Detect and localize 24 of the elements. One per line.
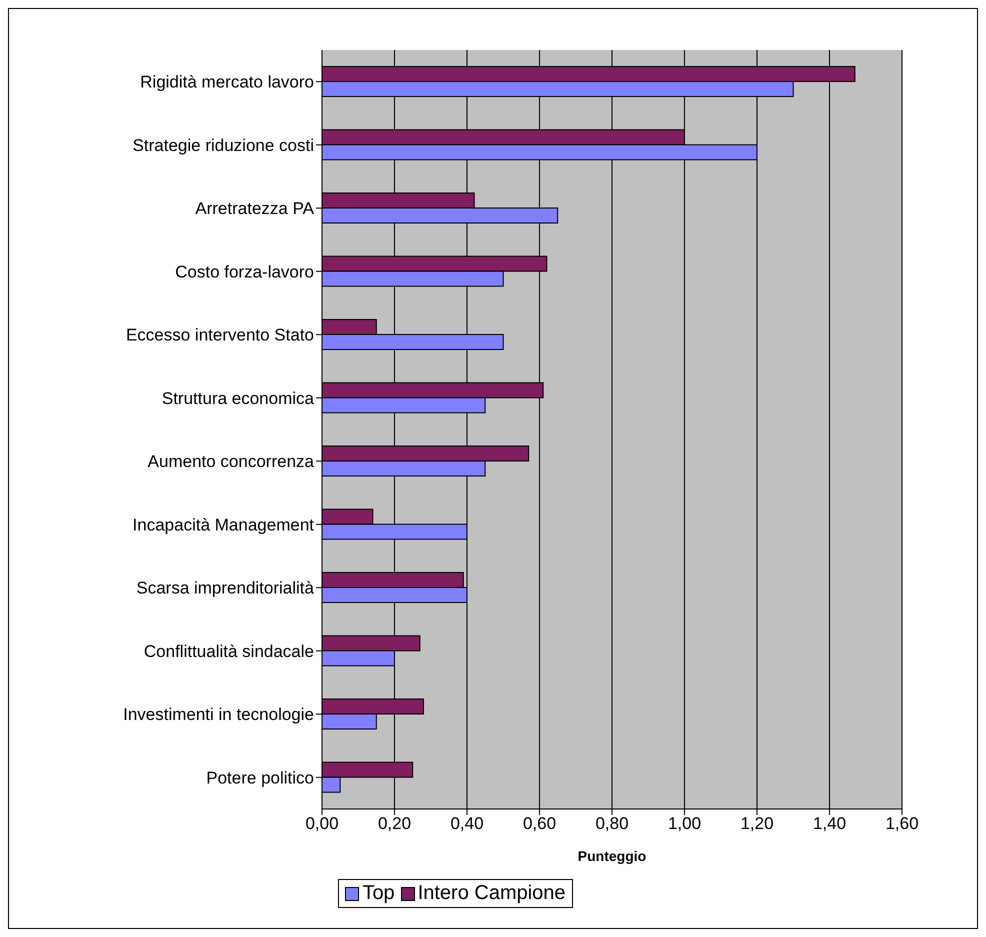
y-tick-label: Aumento concorrenza: [148, 452, 315, 472]
y-tick-label: Eccesso intervento Stato: [126, 326, 314, 345]
y-tick-label: Investimenti in tecnologie: [123, 705, 314, 724]
legend-label: Top: [362, 882, 395, 905]
legend-label: Intero Campione: [418, 882, 566, 905]
x-tick-label: 0,80: [595, 814, 629, 834]
x-tick-label: 0,60: [522, 814, 556, 834]
x-tick-label: 1,60: [885, 814, 919, 834]
y-tick-label: Conflittualità sindacale: [144, 642, 314, 661]
x-axis-title: Punteggio: [578, 848, 646, 864]
y-tick-label: Arretratezza PA: [195, 199, 315, 218]
y-tick-label: Incapacità Management: [132, 515, 314, 534]
x-tick-label: 1,00: [668, 814, 702, 834]
y-tick-label: Strategie riduzione costi: [132, 136, 314, 155]
y-tick-label: Rigidità mercato lavoro: [140, 72, 314, 92]
y-tick-label: Scarsa imprenditorialità: [136, 578, 315, 598]
y-tick-label: Costo forza-lavoro: [175, 262, 314, 282]
y-tick-label: Potere politico: [206, 768, 314, 788]
x-tick-label: 0,20: [378, 814, 412, 834]
x-tick-label: 0,00: [305, 814, 339, 834]
y-tick-label: Struttura economica: [162, 388, 315, 408]
x-tick-label: 0,40: [450, 814, 484, 834]
x-tick-label: 1,40: [812, 814, 846, 834]
x-tick-label: 1,20: [740, 814, 774, 834]
